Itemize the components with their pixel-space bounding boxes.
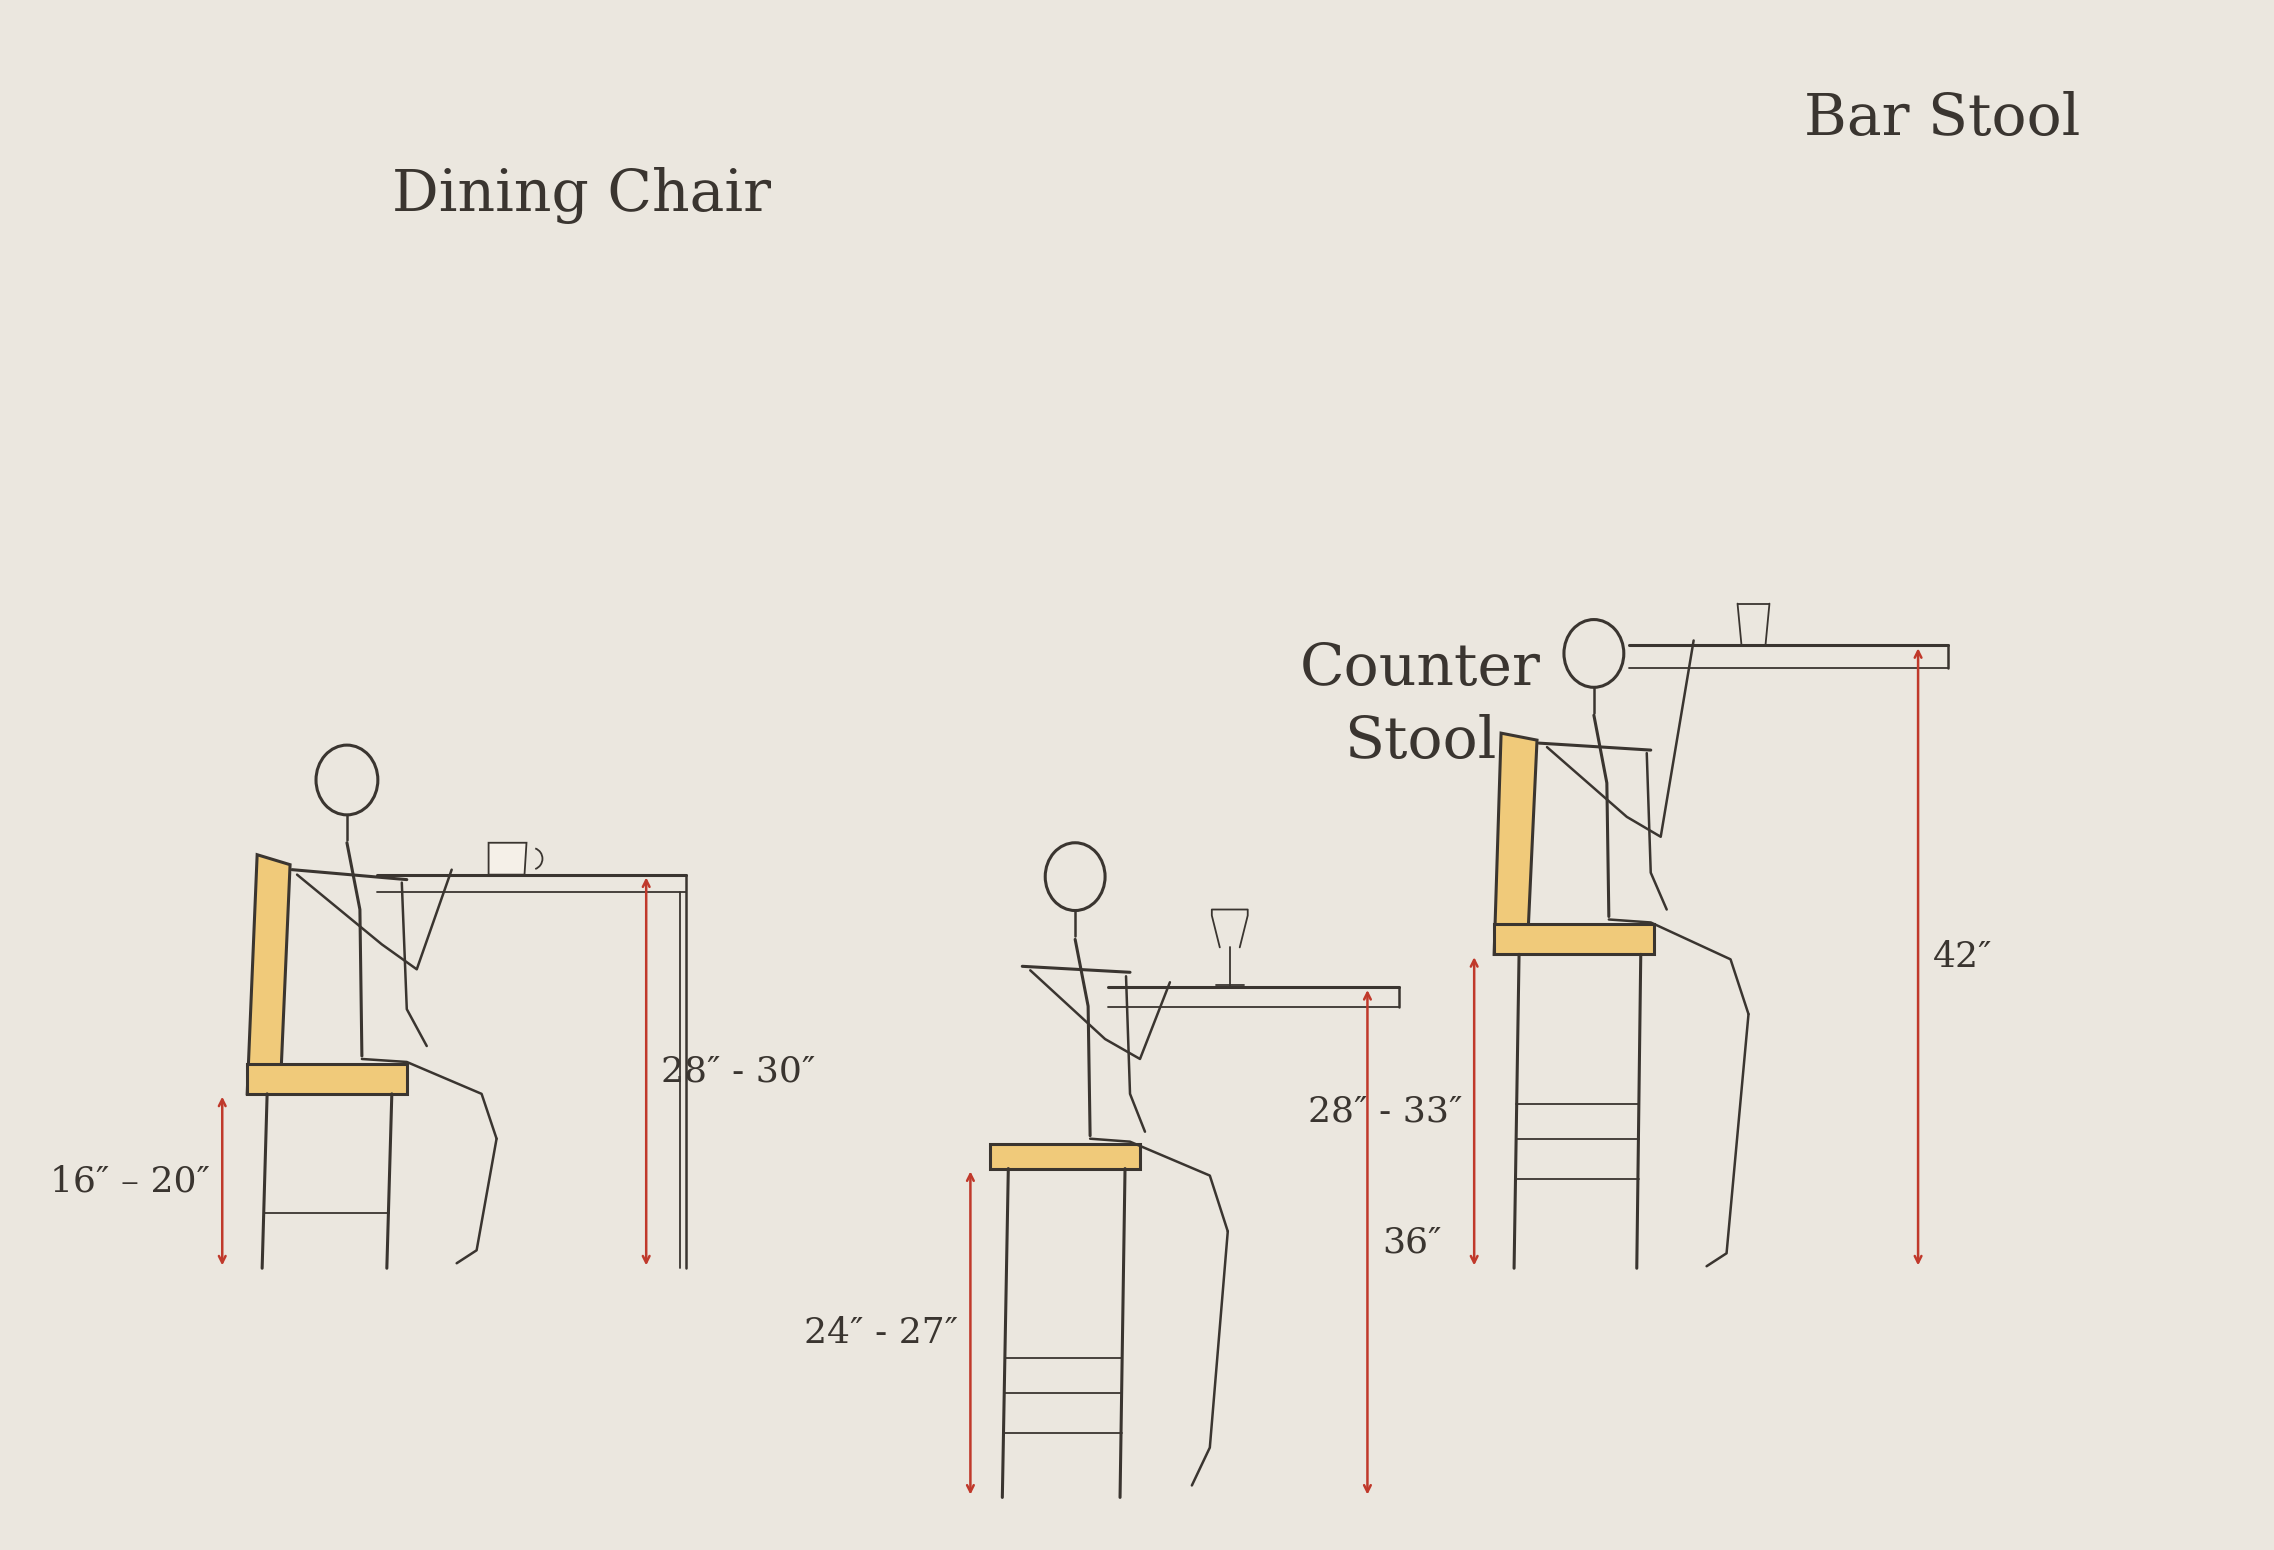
Text: 42″: 42″ <box>1933 939 1992 973</box>
Polygon shape <box>248 1063 407 1094</box>
Text: 28″ - 30″: 28″ - 30″ <box>662 1054 816 1088</box>
Polygon shape <box>489 843 528 874</box>
Text: 28″ - 33″: 28″ - 33″ <box>1308 1094 1462 1128</box>
Text: 24″ - 27″: 24″ - 27″ <box>805 1316 957 1350</box>
Text: Bar Stool: Bar Stool <box>1803 90 2081 147</box>
Text: Counter
Stool: Counter Stool <box>1301 640 1542 770</box>
Text: 36″: 36″ <box>1383 1226 1442 1259</box>
Text: 16″ – 20″: 16″ – 20″ <box>50 1164 209 1198</box>
Polygon shape <box>1494 924 1653 955</box>
Polygon shape <box>248 854 291 1094</box>
Text: Dining Chair: Dining Chair <box>391 167 771 225</box>
Polygon shape <box>1494 733 1537 955</box>
Polygon shape <box>991 1144 1139 1169</box>
